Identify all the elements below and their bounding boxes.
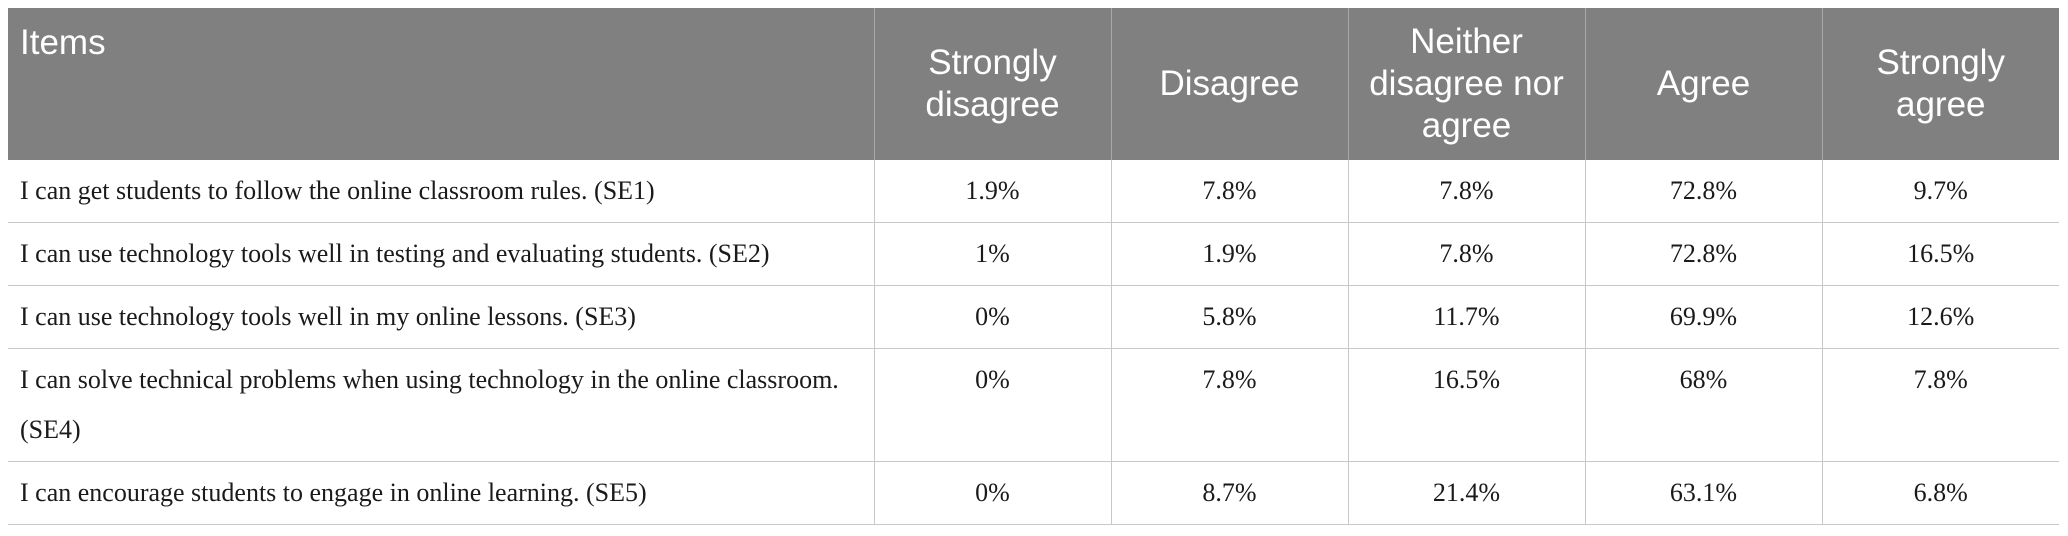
value-cell: 7.8% <box>1822 348 2059 462</box>
value-cell: 7.8% <box>1348 222 1586 286</box>
table-row: I can get students to follow the online … <box>8 160 2059 223</box>
value-cell: 1.9% <box>1111 222 1349 286</box>
value-cell: 9.7% <box>1822 160 2059 223</box>
value-cell: 8.7% <box>1111 461 1349 525</box>
item-cell: I can get students to follow the online … <box>8 160 875 223</box>
value-cell: 1% <box>874 222 1112 286</box>
header-strongly-agree: Strongly agree <box>1822 8 2059 160</box>
value-cell: 1.9% <box>874 160 1112 223</box>
value-cell: 0% <box>874 461 1112 525</box>
value-cell: 68% <box>1585 348 1823 462</box>
item-cell: I can use technology tools well in testi… <box>8 222 875 286</box>
value-cell: 16.5% <box>1822 222 2059 286</box>
value-cell: 5.8% <box>1111 285 1349 349</box>
value-cell: 0% <box>874 285 1112 349</box>
value-cell: 21.4% <box>1348 461 1586 525</box>
header-strongly-disagree: Strongly disagree <box>874 8 1112 160</box>
value-cell: 12.6% <box>1822 285 2059 349</box>
value-cell: 72.8% <box>1585 222 1823 286</box>
survey-table: Items Strongly disagree Disagree Neither… <box>8 8 2059 525</box>
value-cell: 69.9% <box>1585 285 1823 349</box>
item-cell: I can use technology tools well in my on… <box>8 285 875 349</box>
value-cell: 63.1% <box>1585 461 1823 525</box>
item-cell: I can encourage students to engage in on… <box>8 461 875 525</box>
header-neither: Neither disagree nor agree <box>1348 8 1586 160</box>
value-cell: 16.5% <box>1348 348 1586 462</box>
value-cell: 7.8% <box>1111 160 1349 223</box>
value-cell: 72.8% <box>1585 160 1823 223</box>
value-cell: 11.7% <box>1348 285 1586 349</box>
header-items: Items <box>8 8 875 160</box>
item-cell: I can solve technical problems when usin… <box>8 348 875 462</box>
header-disagree: Disagree <box>1111 8 1349 160</box>
table-row: I can use technology tools well in testi… <box>8 222 2059 286</box>
value-cell: 0% <box>874 348 1112 462</box>
table-row: I can encourage students to engage in on… <box>8 461 2059 525</box>
table-row: I can use technology tools well in my on… <box>8 285 2059 349</box>
value-cell: 6.8% <box>1822 461 2059 525</box>
header-row: Items Strongly disagree Disagree Neither… <box>8 8 2059 160</box>
value-cell: 7.8% <box>1111 348 1349 462</box>
table-row: I can solve technical problems when usin… <box>8 348 2059 462</box>
value-cell: 7.8% <box>1348 160 1586 223</box>
header-agree: Agree <box>1585 8 1823 160</box>
